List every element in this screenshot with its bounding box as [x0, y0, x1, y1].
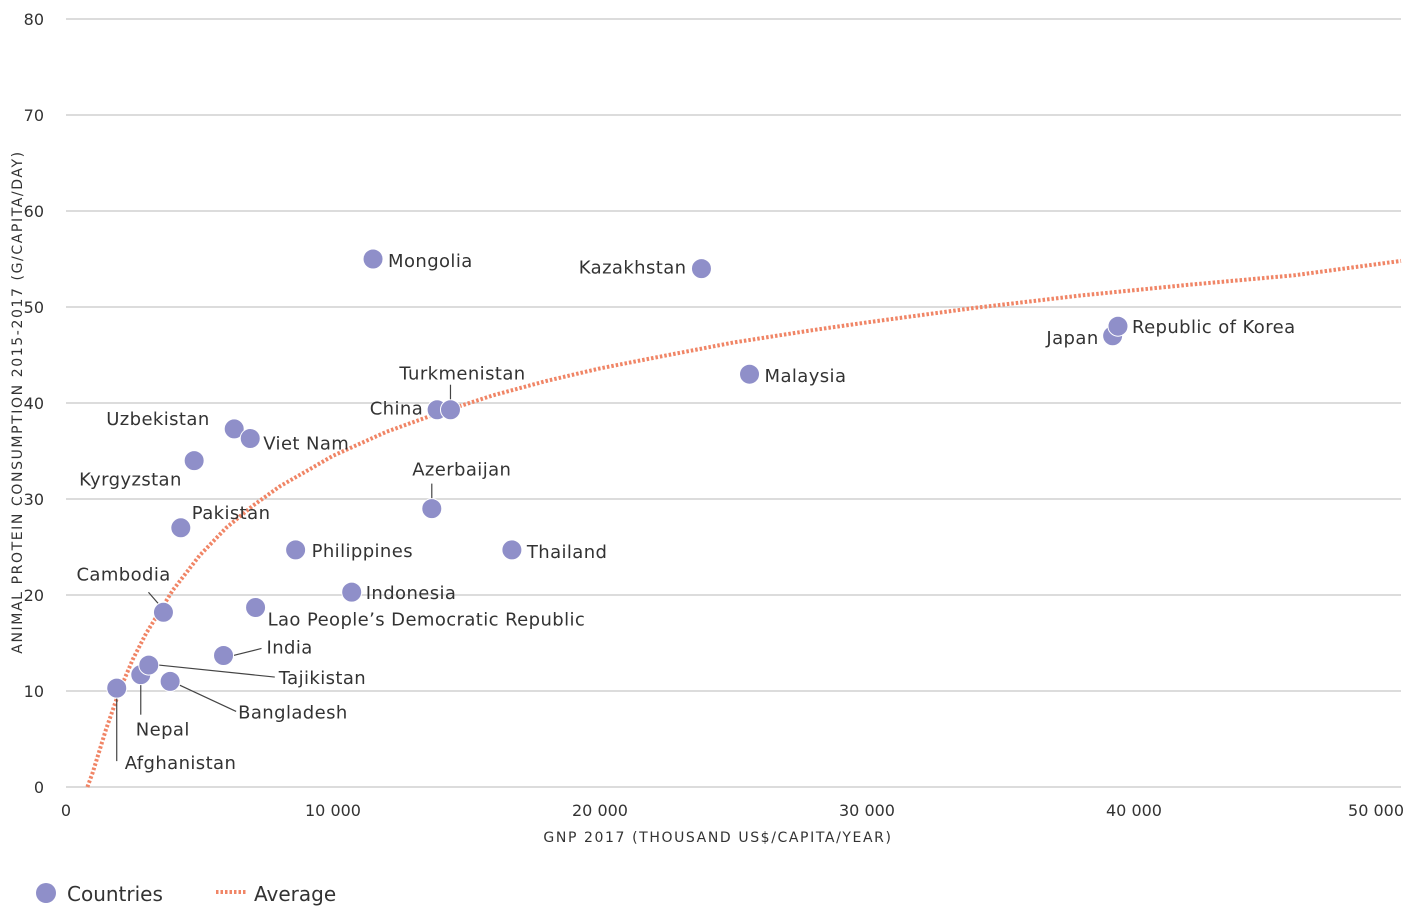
- label-uzbekistan: Uzbekistan: [106, 409, 209, 430]
- legend-countries-label: Countries: [67, 882, 163, 906]
- label-azerbaijan: Azerbaijan: [412, 460, 511, 481]
- y-tick-label: 40: [24, 394, 44, 413]
- point-viet-nam: [239, 428, 261, 450]
- label-republic-of-korea: Republic of Korea: [1132, 317, 1296, 338]
- point-thailand: [501, 539, 523, 561]
- legend-average-label: Average: [254, 882, 336, 906]
- x-tick-label: 0: [61, 801, 71, 820]
- x-tick-label: 40 000: [1106, 801, 1162, 820]
- point-afghanistan: [106, 677, 128, 699]
- label-kazakhstan: Kazakhstan: [579, 258, 687, 279]
- point-turkmenistan: [439, 399, 461, 421]
- x-tick-label: 10 000: [305, 801, 361, 820]
- point-azerbaijan: [421, 498, 443, 520]
- legend: Countries Average: [36, 882, 336, 906]
- label-china: China: [370, 399, 423, 420]
- label-mongolia: Mongolia: [388, 251, 473, 272]
- label-nepal: Nepal: [136, 720, 190, 741]
- label-indonesia: Indonesia: [366, 583, 457, 604]
- label-afghanistan: Afghanistan: [125, 753, 237, 774]
- point-pakistan: [170, 517, 192, 539]
- y-tick-label: 60: [24, 202, 44, 221]
- x-tick-label: 50 000: [1348, 801, 1404, 820]
- point-bangladesh: [159, 670, 181, 692]
- y-axis-title: ANIMAL PROTEIN CONSUMPTION 2015-2017 (G/…: [10, 150, 26, 653]
- label-cambodia: Cambodia: [76, 564, 170, 585]
- label-kyrgyzstan: Kyrgyzstan: [79, 470, 182, 491]
- point-india: [213, 644, 235, 666]
- label-viet-nam: Viet Nam: [263, 434, 349, 455]
- y-tick-labels: 0 10 20 30 40 50 60 70 80: [24, 10, 44, 797]
- label-tajikistan: Tajikistan: [278, 668, 366, 689]
- point-kyrgyzstan: [183, 450, 205, 472]
- x-axis-title: GNP 2017 (THOUSAND US$/CAPITA/YEAR): [543, 830, 892, 846]
- point-indonesia: [341, 581, 363, 603]
- point-lao-people-s-democratic-republic: [245, 596, 267, 618]
- y-tick-label: 70: [24, 106, 44, 125]
- label-philippines: Philippines: [312, 541, 413, 562]
- average-trendline: [85, 258, 1402, 788]
- y-tick-label: 30: [24, 490, 44, 509]
- x-tick-label: 20 000: [572, 801, 628, 820]
- point-republic-of-korea: [1107, 315, 1129, 337]
- point-mongolia: [362, 248, 384, 270]
- point-tajikistan: [138, 654, 160, 676]
- point-malaysia: [739, 363, 761, 385]
- x-tick-labels: 0 10 000 20 000 30 000 40 000 50 000: [61, 801, 1404, 820]
- gridlines: [66, 18, 1401, 788]
- point-cambodia: [152, 601, 174, 623]
- x-tick-label: 30 000: [839, 801, 895, 820]
- leader-india: [233, 647, 262, 657]
- legend-countries-marker: [36, 883, 56, 903]
- label-india: India: [267, 637, 313, 658]
- leader-tajikistan: [158, 664, 275, 678]
- label-pakistan: Pakistan: [192, 503, 271, 524]
- y-tick-label: 80: [24, 10, 44, 29]
- label-lao-people-s-democratic-republic: Lao People’s Democratic Republic: [268, 609, 586, 630]
- y-tick-label: 50: [24, 298, 44, 317]
- country-points: [106, 248, 1129, 699]
- label-turkmenistan: Turkmenistan: [398, 364, 525, 385]
- y-tick-label: 0: [34, 778, 44, 797]
- country-labels: Afghanistan Nepal Tajikistan Bangladesh Camb…: [76, 251, 1295, 774]
- point-kazakhstan: [690, 258, 712, 280]
- label-thailand: Thailand: [526, 542, 608, 563]
- average-trend-line: [85, 258, 1402, 788]
- label-bangladesh: Bangladesh: [238, 702, 348, 723]
- point-philippines: [285, 539, 307, 561]
- point-uzbekistan: [223, 418, 245, 440]
- leader-bangladesh: [177, 683, 237, 712]
- y-tick-label: 10: [24, 682, 44, 701]
- label-malaysia: Malaysia: [765, 366, 847, 387]
- y-tick-label: 20: [24, 586, 44, 605]
- label-japan: Japan: [1045, 328, 1098, 349]
